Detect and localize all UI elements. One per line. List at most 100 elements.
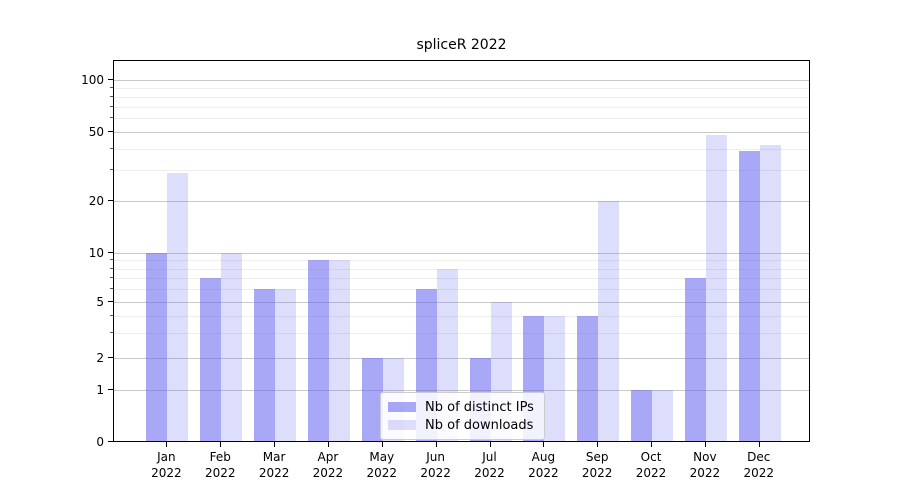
bar-downloads-nov (705, 135, 727, 441)
y-axis-tick (108, 252, 113, 253)
x-tick-year-label: 2022 (581, 465, 613, 480)
bar-downloads-oct (652, 390, 674, 441)
y-tick-label: 5 (96, 295, 104, 309)
x-tick-year-label: 2022 (635, 465, 667, 480)
x-axis-tick (597, 442, 599, 447)
x-tick-year-label: 2022 (312, 465, 344, 480)
y-tick-label: 50 (88, 125, 104, 139)
bar-ips-may (361, 358, 383, 441)
y-axis-minor-tick (110, 147, 113, 149)
x-tick-year-label: 2022 (689, 465, 721, 480)
x-tick-year-label: 2022 (528, 465, 559, 480)
minor-gridline (114, 148, 809, 150)
minor-gridline (114, 268, 809, 270)
x-tick-label-jan: Jan 2022 (138, 450, 194, 481)
y-tick-label: 0 (96, 435, 104, 449)
bar-ips-oct (631, 390, 653, 441)
x-axis-tick (381, 442, 383, 447)
minor-gridline (114, 96, 809, 98)
y-axis-minor-tick (110, 95, 113, 97)
y-axis-minor-tick (110, 288, 113, 290)
x-tick-year-label: 2022 (474, 465, 505, 480)
bar-ips-feb (200, 278, 222, 441)
minor-gridline (114, 170, 809, 172)
minor-gridline (114, 118, 809, 120)
x-tick-label-aug: Aug 2022 (515, 450, 571, 481)
bar-downloads-apr (328, 260, 350, 441)
y-axis-minor-tick (110, 169, 113, 171)
bar-downloads-feb (221, 253, 243, 441)
minor-gridline (114, 260, 809, 262)
x-tick-year-label: 2022 (258, 465, 290, 480)
x-axis-tick (543, 442, 545, 447)
bar-ips-jan (146, 253, 168, 441)
x-axis-tick (651, 442, 653, 447)
bar-downloads-aug (544, 315, 566, 441)
bar-ips-nov (684, 278, 706, 441)
y-axis-tick (108, 200, 113, 201)
y-axis-minor-tick (110, 314, 113, 316)
y-axis-minor-tick (110, 332, 113, 334)
bar-ips-apr (307, 260, 329, 441)
x-axis-tick (489, 442, 491, 447)
y-tick-label: 2 (96, 351, 104, 365)
minor-gridline (114, 106, 809, 108)
x-axis-tick (220, 442, 222, 447)
legend-item-distinct-ips: Nb of distinct IPs (388, 398, 534, 416)
major-gridline (114, 80, 809, 81)
x-tick-label-oct: Oct 2022 (623, 450, 679, 481)
y-tick-label: 20 (88, 194, 104, 208)
y-axis-minor-tick (110, 267, 113, 269)
x-axis-tick (327, 442, 329, 447)
y-axis-minor-tick (110, 117, 113, 119)
minor-gridline (114, 333, 809, 335)
minor-gridline (114, 278, 809, 280)
chart-title: spliceR 2022 (416, 37, 507, 53)
major-gridline (114, 201, 809, 202)
bar-ips-dec (738, 150, 760, 441)
x-tick-year-label: 2022 (743, 465, 775, 480)
x-tick-label-nov: Nov 2022 (677, 450, 733, 481)
x-tick-label-feb: Feb 2022 (192, 450, 248, 481)
x-axis-tick (435, 442, 437, 447)
bar-ips-sep (577, 315, 599, 441)
legend-label-distinct-ips: Nb of distinct IPs (425, 399, 534, 415)
x-tick-year-label: 2022 (204, 465, 236, 480)
x-axis-tick (758, 442, 760, 447)
x-tick-year-label: 2022 (151, 465, 182, 480)
major-gridline (114, 302, 809, 303)
x-tick-label-mar: Mar 2022 (246, 450, 302, 481)
minor-gridline (114, 87, 809, 89)
legend-label-downloads: Nb of downloads (425, 417, 534, 433)
y-axis-minor-tick (110, 259, 113, 261)
plot-area (113, 60, 810, 442)
y-axis-tick (108, 301, 113, 302)
y-tick-label: 100 (81, 73, 104, 87)
x-tick-label-sep: Sep 2022 (569, 450, 625, 481)
minor-gridline (114, 289, 809, 291)
y-tick-label: 10 (88, 246, 104, 260)
legend-swatch-downloads (388, 420, 416, 430)
legend: Nb of distinct IPs Nb of downloads (380, 392, 545, 440)
x-axis-tick (166, 442, 168, 447)
major-gridline (114, 358, 809, 359)
bar-downloads-mar (275, 289, 297, 441)
major-gridline (114, 253, 809, 254)
y-axis-minor-tick (110, 105, 113, 107)
y-axis-tick (108, 357, 113, 358)
x-tick-year-label: 2022 (366, 465, 398, 480)
y-tick-label: 1 (96, 383, 104, 397)
y-axis-tick (108, 131, 113, 132)
bar-downloads-sep (598, 201, 620, 441)
major-gridline (114, 132, 809, 133)
major-gridline (114, 390, 809, 391)
x-tick-label-may: May 2022 (354, 450, 410, 481)
x-tick-label-jun: Jun 2022 (408, 450, 464, 481)
bar-ips-mar (254, 289, 276, 441)
x-tick-label-jul: Jul 2022 (462, 450, 518, 481)
x-tick-label-dec: Dec 2022 (731, 450, 787, 481)
x-axis-tick (704, 442, 706, 447)
legend-item-downloads: Nb of downloads (388, 416, 534, 434)
y-axis-tick (108, 441, 113, 442)
y-axis-tick (108, 79, 113, 80)
